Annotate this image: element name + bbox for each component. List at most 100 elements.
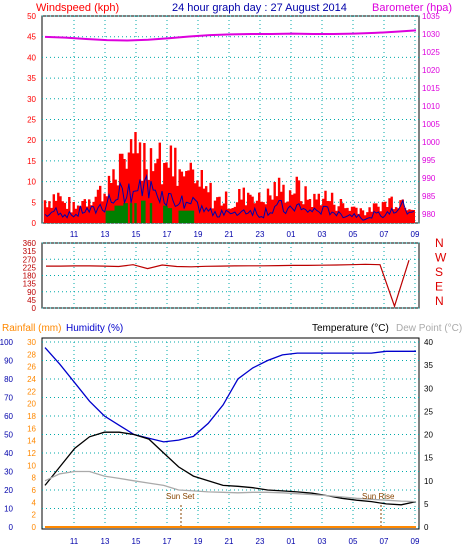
rain-tick-label: 12 xyxy=(27,449,36,458)
humidity-tick-label: 70 xyxy=(4,394,13,403)
wind-tick-label: 45 xyxy=(27,33,36,42)
compass-letter: S xyxy=(435,265,443,279)
humidity-tick-label: 50 xyxy=(4,431,13,440)
barometer-tick-label: 1005 xyxy=(422,120,440,129)
rain-tick-label: 22 xyxy=(27,387,36,396)
rain-tick-label: 10 xyxy=(27,461,36,470)
barometer-tick-label: 1025 xyxy=(422,48,440,57)
humidity-tick-label: 60 xyxy=(4,412,13,421)
temp-x-tick-label: 09 xyxy=(411,537,420,546)
barometer-tick-label: 990 xyxy=(422,174,436,183)
direction-tick-label: 0 xyxy=(32,304,37,313)
gust-series xyxy=(44,173,414,221)
temp-x-tick-label: 05 xyxy=(349,537,358,546)
temp-x-tick-label: 19 xyxy=(194,537,203,546)
wind-x-tick-label: 17 xyxy=(163,230,172,239)
barometer-tick-label: 995 xyxy=(422,156,436,165)
rain-tick-label: 20 xyxy=(27,400,36,409)
wind-tick-label: 35 xyxy=(27,74,36,83)
humidity-tick-label: 100 xyxy=(0,338,14,347)
dewpoint-axis-title: Dew Point (°C) xyxy=(396,323,462,334)
barometer-tick-label: 1030 xyxy=(422,30,440,39)
wind-fill-series xyxy=(105,200,195,223)
direction-tick-label: 270 xyxy=(23,255,37,264)
wind-x-tick-label: 05 xyxy=(349,230,358,239)
temp-x-tick-label: 17 xyxy=(163,537,172,546)
barometer-axis-title: Barometer (hpa) xyxy=(372,2,452,14)
direction-tick-label: 225 xyxy=(23,263,37,272)
wind-x-tick-label: 21 xyxy=(225,230,234,239)
temperature-tick-label: 15 xyxy=(424,454,433,463)
wind-x-tick-label: 01 xyxy=(287,230,296,239)
temperature-tick-label: 20 xyxy=(424,431,433,440)
temp-x-tick-label: 21 xyxy=(225,537,234,546)
rain-tick-label: 14 xyxy=(27,437,36,446)
humidity-tick-label: 30 xyxy=(4,468,13,477)
wind-tick-label: 10 xyxy=(27,178,36,187)
temperature-tick-label: 30 xyxy=(424,384,433,393)
temperature-tick-label: 40 xyxy=(424,338,433,347)
axis-labels: 0510152025303540455098098599099510001005… xyxy=(0,12,440,546)
compass-letter: N xyxy=(435,294,444,308)
temp-x-tick-label: 03 xyxy=(318,537,327,546)
humidity-tick-label: 20 xyxy=(4,486,13,495)
series-humidity xyxy=(44,347,416,443)
temp-panel-frame xyxy=(41,337,420,530)
direction-tick-label: 315 xyxy=(23,247,37,256)
temperature-tick-label: 0 xyxy=(424,523,429,532)
temp-x-tick-label: 11 xyxy=(70,537,79,546)
humidity-axis-title: Humidity (%) xyxy=(66,323,123,334)
barometer-tick-label: 980 xyxy=(422,210,436,219)
barometer-tick-label: 1035 xyxy=(422,12,440,21)
wind-x-tick-label: 07 xyxy=(380,230,389,239)
wind-x-tick-label: 19 xyxy=(194,230,203,239)
humidity-tick-label: 0 xyxy=(9,523,14,532)
barometer-tick-label: 1015 xyxy=(422,84,440,93)
humidity-tick-label: 80 xyxy=(4,375,13,384)
temperature-tick-label: 5 xyxy=(424,500,429,509)
sunset-label: Sun Set xyxy=(166,492,195,501)
wind-tick-label: 30 xyxy=(27,95,36,104)
direction-tick-label: 180 xyxy=(23,272,37,281)
humidity-tick-label: 90 xyxy=(4,357,13,366)
wind-tick-label: 40 xyxy=(27,53,36,62)
direction-tick-label: 360 xyxy=(23,239,37,248)
sunrise-label: Sun Rise xyxy=(362,492,395,501)
barometer-tick-label: 1020 xyxy=(422,66,440,75)
temp-x-tick-label: 15 xyxy=(132,537,141,546)
temperature-tick-label: 25 xyxy=(424,407,433,416)
barometer-tick-label: 1000 xyxy=(422,138,440,147)
barometer-series xyxy=(44,29,417,42)
rain-tick-label: 4 xyxy=(32,498,37,507)
wind-direction-series xyxy=(46,260,410,309)
barometer-tick-label: 1010 xyxy=(422,102,440,111)
wind-x-tick-label: 13 xyxy=(101,230,110,239)
temperature-axis-title: Temperature (°C) xyxy=(312,323,389,334)
wind-x-tick-label: 11 xyxy=(70,230,79,239)
wind-x-tick-label: 09 xyxy=(411,230,420,239)
compass-letter: E xyxy=(435,280,443,294)
wind-tick-label: 5 xyxy=(32,198,37,207)
temperature-tick-label: 10 xyxy=(424,477,433,486)
temperature-tick-label: 35 xyxy=(424,361,433,370)
temperature-lines xyxy=(44,347,417,528)
rain-tick-label: 24 xyxy=(27,375,36,384)
compass-letter: N xyxy=(435,236,444,250)
graph-title: 24 hour graph day : 27 August 2014 xyxy=(172,2,347,14)
wind-tick-label: 25 xyxy=(27,116,36,125)
wind-x-tick-label: 03 xyxy=(318,230,327,239)
temp-x-tick-label: 01 xyxy=(287,537,296,546)
compass-letter: W xyxy=(435,251,447,265)
rain-tick-label: 30 xyxy=(27,338,36,347)
wind-lines xyxy=(44,29,417,221)
direction-tick-label: 135 xyxy=(23,280,37,289)
rainfall-axis-title: Rainfall (mm) xyxy=(2,323,61,334)
direction-grid xyxy=(42,242,419,309)
windspeed-axis-title: Windspeed (kph) xyxy=(36,2,119,14)
series-dew xyxy=(44,470,417,503)
humidity-tick-label: 10 xyxy=(4,505,13,514)
wind-tick-label: 20 xyxy=(27,136,36,145)
